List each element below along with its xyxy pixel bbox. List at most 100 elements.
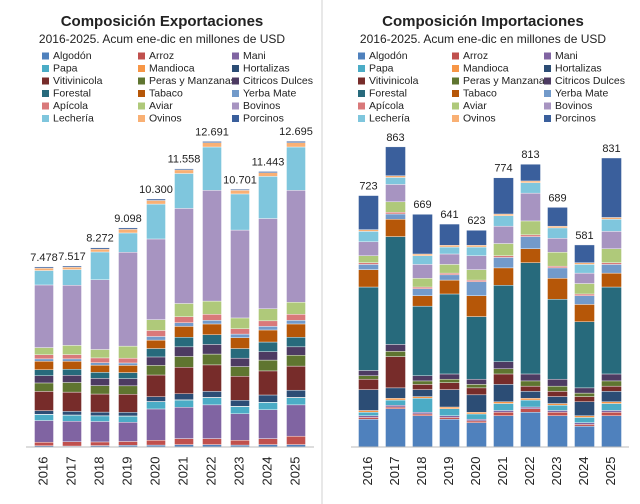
bar-segment [520,262,541,375]
bar-segment [412,278,433,288]
bar-segment [466,246,487,256]
bar-segment [466,413,487,420]
bar-segment [174,393,194,401]
legend-label: Forestal [53,87,91,99]
x-tick-label: 2024 [576,457,591,486]
bar-segment [601,157,622,218]
legend-swatch [138,52,145,60]
bar-segment [202,344,222,355]
bar-segment [230,317,250,329]
legend-label: Arroz [463,50,488,62]
bar-segment [90,247,110,250]
legend-swatch [452,52,459,60]
bar-segment [146,339,166,349]
bar-segment [493,225,514,244]
bar-segment [601,286,622,375]
x-tick-label: 2022 [203,457,218,486]
legend-label: Arroz [149,50,174,62]
legend-label: Hortalizas [243,62,290,74]
bar-segment [118,227,138,230]
bar-segment [258,218,278,309]
bar-segment [385,399,406,406]
bar-segment [62,358,82,362]
bar-segment [34,354,54,360]
bar-segment [286,404,306,437]
bar-segment [601,401,622,404]
bar-segment [547,412,568,416]
bar-segment [493,410,514,413]
bar-segment [385,146,406,176]
bar-segment [118,357,138,364]
bar-segment [385,219,406,237]
bar-segment [412,264,433,279]
bar-segment [62,382,82,393]
legend-label: Aviar [149,100,173,112]
bar-segment [258,351,278,361]
bar-segment [493,401,514,404]
bar-segment [286,397,306,406]
x-tick-label: 2017 [63,457,78,486]
bar-segment [547,410,568,413]
bar-segment [258,359,278,372]
bar-segment [174,322,194,327]
bar-segment [202,146,222,191]
legend-label: Yerba Mate [555,87,608,99]
bar-segment [258,320,278,327]
bar-segment [601,385,622,392]
bar-segment [601,262,622,265]
bar-segment [385,184,406,203]
bar-segment [466,281,487,296]
bar-segment [385,344,406,352]
bar-segment [34,420,54,443]
bar-segment [412,413,433,416]
total-label: 7.517 [58,251,86,263]
legend-label: Papa [369,62,394,74]
bar-segment [547,225,568,229]
bar-segment [146,440,166,446]
bar-segment [202,438,222,445]
bar-segment [574,321,595,389]
bar-segment [574,264,595,274]
legend-swatch [358,77,365,85]
legend-swatch [544,52,551,60]
legend-swatch [544,65,551,72]
legend-swatch [358,102,365,110]
bar-segment [286,346,306,356]
legend-label: Peras y Manzanas [463,75,550,87]
bar-segment [258,402,278,410]
bar-segment [493,403,514,411]
total-label: 11.443 [252,156,285,168]
x-tick-label: 2019 [441,457,456,486]
bar-segment [90,385,110,395]
x-tick-label: 2023 [231,457,246,486]
bar-segment [601,412,622,416]
legend-swatch [232,77,239,85]
legend-label: Mani [555,50,578,62]
bar-segment [286,141,306,143]
bar-segment [358,370,379,376]
bar-segment [146,330,166,337]
total-label: 8.272 [86,233,114,245]
bar-segment [90,441,110,446]
bar-segment [118,441,138,446]
total-label: 723 [359,180,377,192]
bar-segment [547,252,568,267]
bar-segment [547,207,568,227]
bar-segment [258,176,278,219]
legend-swatch [452,77,459,85]
bar-segment [62,441,82,447]
chart-subtitle: 2016-2025. Acum ene-dic en millones de U… [360,32,606,46]
bar-segment [90,411,110,416]
bar-segment [466,230,487,246]
legend-swatch [358,90,365,97]
bar-segment [601,410,622,413]
bar-segment [574,293,595,296]
legend-label: Bovinos [243,100,280,112]
bar-segment [258,394,278,403]
bar-segment [90,415,110,422]
bar-segment [412,384,433,390]
bar-segment [202,141,222,143]
bar-segment [118,422,138,442]
bar-segment [547,298,568,380]
